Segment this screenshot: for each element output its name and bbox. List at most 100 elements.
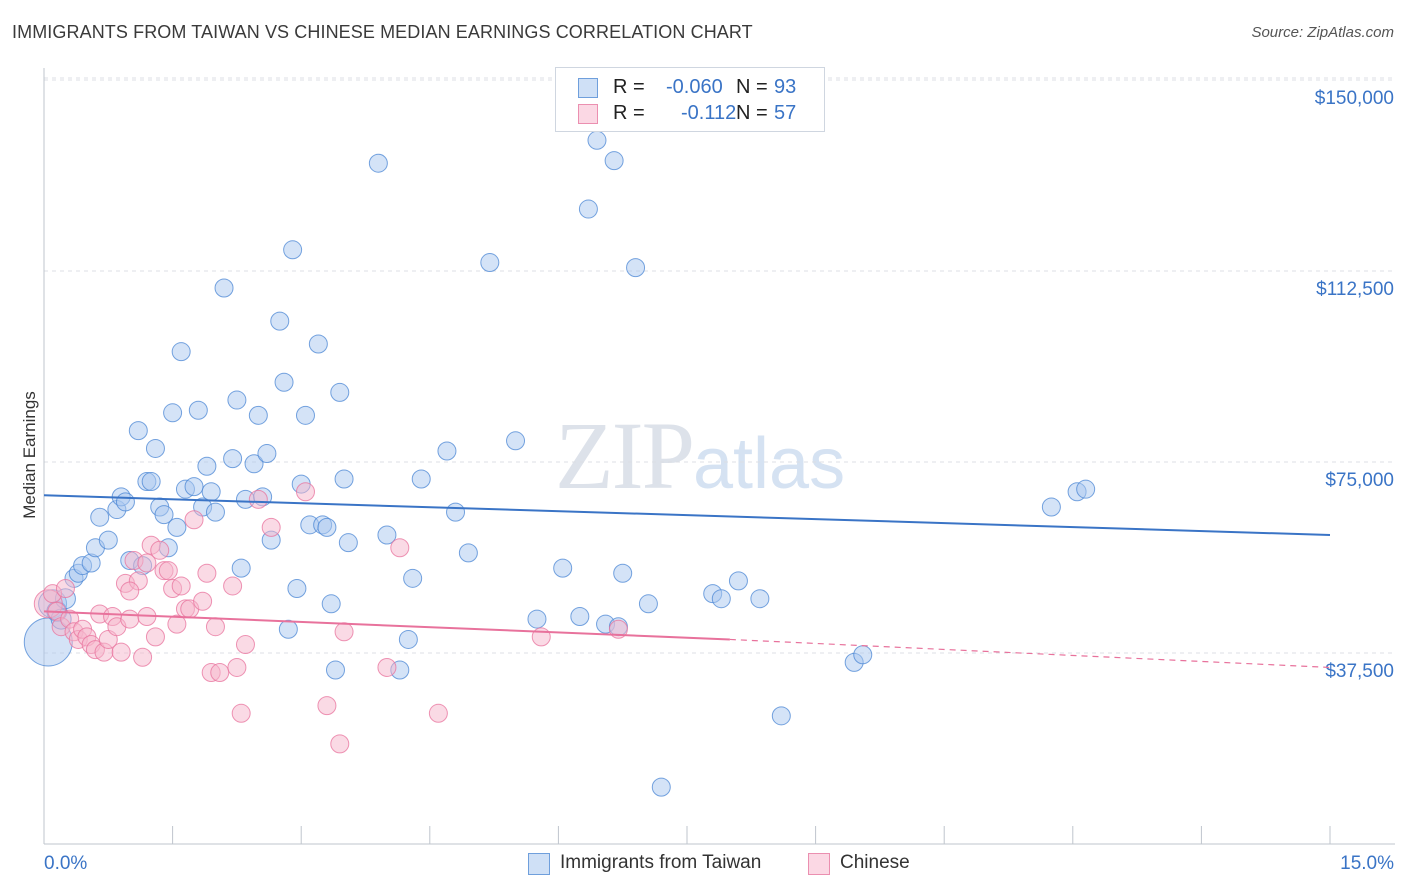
legend-label-taiwan: Immigrants from Taiwan: [560, 852, 762, 873]
taiwan-point: [98, 530, 118, 550]
taiwan-point: [141, 472, 161, 492]
taiwan-point: [287, 579, 307, 599]
taiwan-point: [167, 517, 187, 537]
chinese-point: [137, 553, 157, 573]
r-label: R =: [613, 102, 645, 124]
source-label: Source: ZipAtlas.com: [1251, 24, 1394, 41]
taiwan-point: [338, 533, 358, 553]
watermark-zip: ZIP: [555, 402, 695, 509]
taiwan-trend-line: [43, 494, 1331, 537]
chinese-point: [223, 576, 243, 596]
taiwan-point: [325, 660, 345, 680]
taiwan-point: [227, 390, 247, 410]
taiwan-point: [205, 502, 225, 522]
taiwan-point: [368, 153, 388, 173]
chinese-point: [184, 510, 204, 530]
taiwan-point: [638, 594, 658, 614]
taiwan-point: [90, 507, 110, 527]
taiwan-point: [604, 151, 624, 171]
chinese-point: [428, 703, 448, 723]
watermark: ZIPatlas: [555, 400, 845, 511]
chinese-point: [390, 538, 410, 558]
taiwan-point: [283, 240, 303, 260]
taiwan-point: [1076, 479, 1096, 499]
taiwan-point: [437, 441, 457, 461]
chinese-trend-line: [43, 610, 730, 641]
chinese-point: [248, 489, 268, 509]
chinese-point: [145, 627, 165, 647]
taiwan-point: [771, 706, 791, 726]
chinese-point: [150, 540, 170, 560]
taiwan-point: [578, 199, 598, 219]
taiwan-point: [570, 607, 590, 627]
n-label: N =: [736, 102, 768, 124]
taiwan-swatch: [528, 853, 550, 875]
chinese-point: [261, 517, 281, 537]
taiwan-point: [446, 502, 466, 522]
chinese-point: [330, 734, 350, 754]
chinese-point: [133, 647, 153, 667]
taiwan-point: [398, 629, 418, 649]
n-value: 93: [774, 76, 797, 98]
taiwan-swatch: [578, 78, 598, 98]
chinese-swatch: [808, 853, 830, 875]
y-tick-label: $150,000: [1315, 88, 1394, 109]
chart-title: IMMIGRANTS FROM TAIWAN VS CHINESE MEDIAN…: [12, 22, 753, 42]
taiwan-point: [613, 563, 633, 583]
taiwan-point: [1041, 497, 1061, 517]
taiwan-point: [145, 438, 165, 458]
chinese-point: [120, 609, 140, 629]
taiwan-point: [270, 311, 290, 331]
taiwan-point: [244, 454, 264, 474]
taiwan-point: [458, 543, 478, 563]
y-tick-label: $37,500: [1325, 661, 1394, 682]
taiwan-point: [626, 258, 646, 278]
taiwan-point: [154, 505, 174, 525]
taiwan-point: [321, 594, 341, 614]
taiwan-point: [853, 645, 873, 665]
taiwan-point: [197, 456, 217, 476]
chinese-point: [317, 696, 337, 716]
chinese-point: [210, 663, 230, 683]
chinese-point: [197, 563, 217, 583]
chinese-point: [227, 657, 247, 677]
taiwan-point: [411, 469, 431, 489]
correlation-legend: R = -0.060 N = 93 R = -0.112 N = 57: [555, 67, 825, 132]
taiwan-point: [728, 571, 748, 591]
chinese-point: [167, 614, 187, 634]
r-value: -0.060: [666, 76, 723, 98]
taiwan-point: [317, 517, 337, 537]
chinese-point: [55, 579, 75, 599]
chinese-point: [158, 561, 178, 581]
chinese-point: [193, 591, 213, 611]
taiwan-point: [308, 334, 328, 354]
r-value: -0.112: [681, 102, 737, 124]
chinese-point: [171, 576, 191, 596]
watermark-atlas: atlas: [693, 424, 846, 504]
chinese-point: [235, 635, 255, 655]
taiwan-point: [527, 609, 547, 629]
y-tick-label: $112,500: [1316, 279, 1394, 300]
r-label: R =: [613, 76, 645, 98]
taiwan-point: [184, 477, 204, 497]
taiwan-point: [750, 589, 770, 609]
taiwan-point: [163, 403, 183, 423]
taiwan-point: [231, 558, 251, 578]
chinese-point: [120, 581, 140, 601]
taiwan-point: [403, 568, 423, 588]
taiwan-point: [711, 589, 731, 609]
n-label: N =: [736, 76, 768, 98]
taiwan-point: [115, 492, 135, 512]
taiwan-point: [480, 253, 500, 273]
chinese-trend-extension: [729, 638, 1331, 669]
chinese-swatch: [578, 104, 598, 124]
taiwan-point: [278, 619, 298, 639]
taiwan-point: [295, 405, 315, 425]
taiwan-point: [587, 130, 607, 150]
y-tick-label: $75,000: [1325, 470, 1394, 491]
n-value: 57: [774, 102, 797, 124]
chinese-point: [334, 622, 354, 642]
taiwan-point: [274, 372, 294, 392]
x-tick-label: 15.0%: [1340, 853, 1394, 874]
